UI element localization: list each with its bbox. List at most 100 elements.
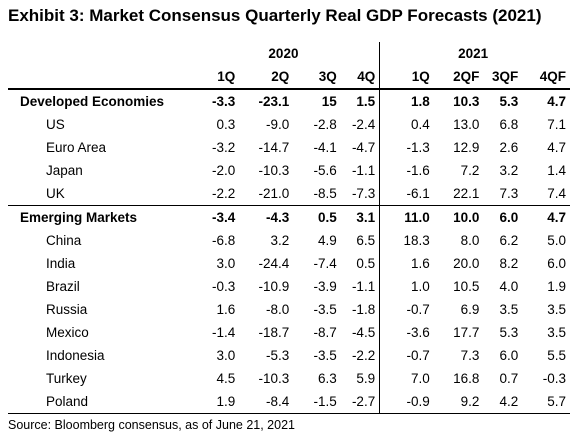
- value-cell: 4.9: [317, 233, 337, 248]
- value-cell: 0.5: [293, 205, 341, 229]
- table-row: Russia 1.6 -8.0 -3.5 -1.8 -0.7 6.9 3.5 3.5: [8, 298, 570, 321]
- value-cell: -8.4: [239, 390, 294, 414]
- value-cell: 15: [321, 94, 337, 109]
- value-cell: 5.7: [522, 390, 570, 414]
- value-cell: -24.4: [258, 256, 290, 271]
- quarter-header: 1Q: [379, 65, 434, 90]
- value-cell: 3.0: [216, 348, 236, 363]
- value-cell: 1.6: [216, 302, 236, 317]
- value-cell: -0.7: [379, 344, 434, 367]
- value-cell: 6.9: [460, 302, 480, 317]
- value-cell: -4.5: [351, 325, 376, 340]
- quarter-header: 4Q: [340, 65, 380, 90]
- value-cell: 6.0: [483, 205, 523, 229]
- value-cell: -3.3: [211, 94, 236, 109]
- value-cell: 8.0: [460, 233, 480, 248]
- value-cell: -7.3: [351, 186, 376, 201]
- value-cell: 5.3: [499, 94, 519, 109]
- value-cell: -2.2: [351, 348, 376, 363]
- value-cell: -5.3: [265, 348, 290, 363]
- table-row: Turkey 4.5 -10.3 6.3 5.9 7.0 16.8 0.7 -0.3: [8, 367, 570, 390]
- value-cell: -23.1: [258, 94, 290, 109]
- value-cell: 22.1: [453, 186, 480, 201]
- group-name: Emerging Markets: [8, 205, 192, 229]
- value-cell: 1.9: [191, 390, 240, 414]
- value-cell: -2.4: [351, 117, 376, 132]
- value-cell: -1.4: [211, 325, 236, 340]
- value-cell: 5.5: [547, 348, 566, 363]
- value-cell: -3.5: [313, 302, 337, 317]
- value-cell: 7.3: [499, 186, 519, 201]
- value-cell: 9.2: [433, 390, 484, 414]
- value-cell: -3.9: [313, 279, 337, 294]
- value-cell: -1.3: [379, 136, 434, 159]
- value-cell: 0.4: [379, 113, 434, 136]
- value-cell: 4.5: [216, 371, 236, 386]
- value-cell: -1.8: [351, 302, 376, 317]
- country-name: Russia: [46, 302, 88, 317]
- quarter-header-row: 1Q 2Q 3Q 4Q 1Q 2QF 3QF 4QF: [8, 65, 570, 90]
- country-name: Mexico: [46, 325, 89, 340]
- value-cell: -1.1: [351, 279, 376, 294]
- value-cell: 3.5: [547, 325, 566, 340]
- value-cell: 10.5: [453, 279, 480, 294]
- table-row: Poland 1.9 -8.4 -1.5 -2.7 -0.9 9.2 4.2 5.7: [8, 390, 570, 414]
- value-cell: -2.2: [211, 186, 236, 201]
- value-cell: 0.3: [216, 117, 236, 132]
- quarter-header: 2QF: [433, 65, 484, 90]
- table-row: Brazil -0.3 -10.9 -3.9 -1.1 1.0 10.5 4.0 1.9: [8, 275, 570, 298]
- value-cell: -3.5: [313, 348, 337, 363]
- value-cell: 3.5: [499, 302, 519, 317]
- value-cell: 20.0: [453, 256, 480, 271]
- country-name: Indonesia: [46, 348, 105, 363]
- value-cell: 4.2: [483, 390, 523, 414]
- value-cell: -9.0: [265, 117, 290, 132]
- quarter-header: 3Q: [293, 65, 341, 90]
- value-cell: -1.1: [351, 163, 376, 178]
- year-header-row: 2020 2021: [8, 42, 570, 65]
- gdp-forecast-table: 2020 2021 1Q 2Q 3Q 4Q 1Q 2QF 3QF 4QF Dev…: [8, 42, 570, 414]
- value-cell: -2.0: [211, 163, 236, 178]
- value-cell: -10.3: [258, 163, 290, 178]
- country-name: India: [46, 256, 76, 271]
- value-cell: -0.9: [379, 390, 434, 414]
- value-cell: 4.0: [499, 279, 519, 294]
- value-cell: -8.7: [313, 325, 337, 340]
- value-cell: -2.7: [340, 390, 380, 414]
- value-cell: 6.0: [547, 256, 566, 271]
- value-cell: 4.7: [522, 205, 570, 229]
- value-cell: 5.3: [499, 325, 519, 340]
- table-row: Mexico -1.4 -18.7 -8.7 -4.5 -3.6 17.7 5.3 3.5: [8, 321, 570, 344]
- quarter-header: 4QF: [522, 65, 570, 90]
- value-cell: -2.8: [313, 117, 337, 132]
- value-cell: -3.4: [191, 205, 240, 229]
- value-cell: -21.0: [258, 186, 290, 201]
- country-name: Japan: [46, 163, 83, 178]
- table-row: Indonesia 3.0 -5.3 -3.5 -2.2 -0.7 7.3 6.0 5.5: [8, 344, 570, 367]
- value-cell: 11.0: [379, 205, 434, 229]
- quarter-header: 3QF: [483, 65, 523, 90]
- value-cell: 7.3: [460, 348, 480, 363]
- value-cell: 10.3: [453, 94, 480, 109]
- value-cell: -10.3: [258, 371, 290, 386]
- table-row: India 3.0 -24.4 -7.4 0.5 1.6 20.0 8.2 6.0: [8, 252, 570, 275]
- table-body: Developed Economies -3.3 -23.1 15 1.5 1.8 10.3…: [8, 89, 570, 414]
- value-cell: -8.0: [265, 302, 290, 317]
- quarter-header: 2Q: [239, 65, 294, 90]
- value-cell: 8.2: [499, 256, 519, 271]
- value-cell: 7.0: [379, 367, 434, 390]
- value-cell: 10.0: [433, 205, 484, 229]
- value-cell: 13.0: [453, 117, 480, 132]
- table-row: Japan -2.0 -10.3 -5.6 -1.1 -1.6 7.2 3.2 1.4: [8, 159, 570, 182]
- value-cell: -5.6: [313, 163, 337, 178]
- country-name: Euro Area: [46, 140, 107, 155]
- value-cell: 1.4: [547, 163, 566, 178]
- country-name: US: [46, 117, 65, 132]
- value-cell: -14.7: [258, 140, 290, 155]
- value-cell: 6.2: [499, 233, 519, 248]
- value-cell: 3.1: [340, 205, 380, 229]
- value-cell: 18.3: [379, 229, 434, 252]
- value-cell: 0.5: [356, 256, 376, 271]
- value-cell: 7.2: [460, 163, 480, 178]
- value-cell: -1.5: [293, 390, 341, 414]
